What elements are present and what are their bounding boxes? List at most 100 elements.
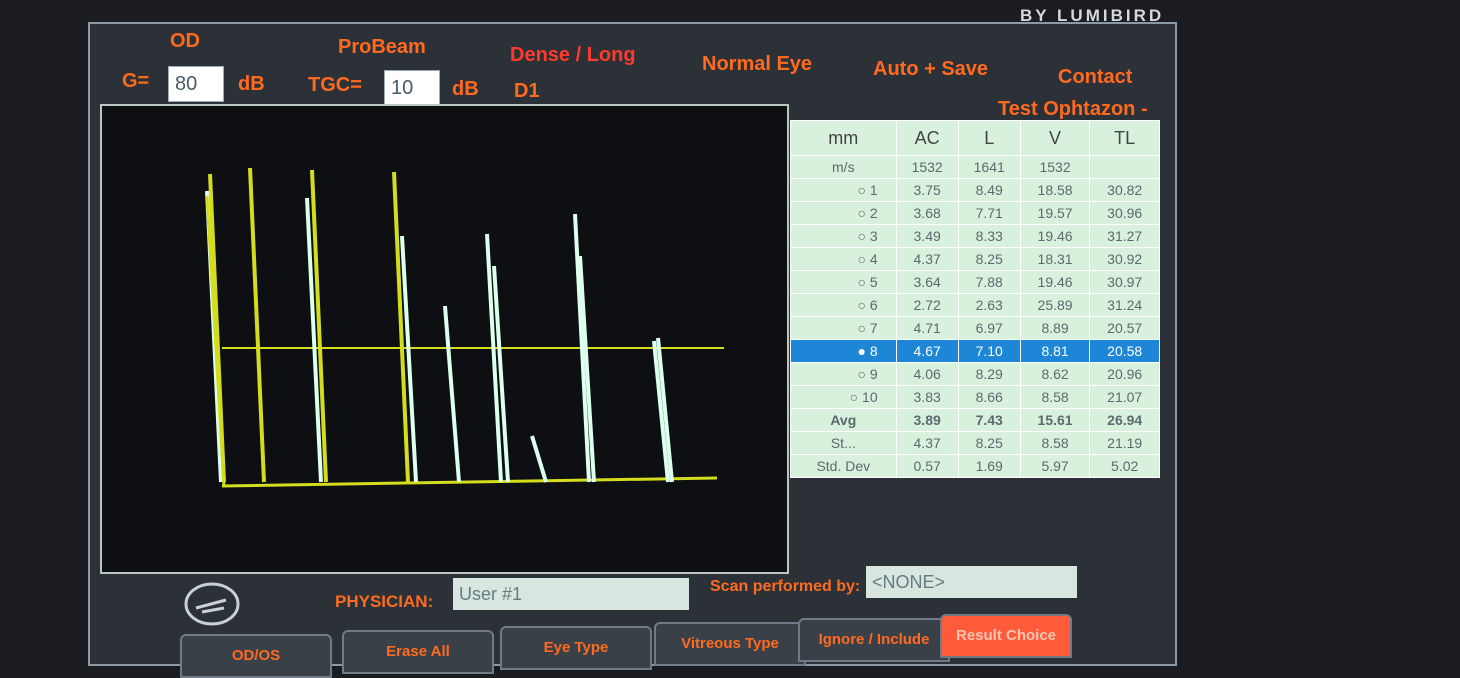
result-row[interactable]: ● 8 4.67 7.10 8.81 20.58 (790, 339, 1160, 363)
cell: 18.31 (1019, 247, 1091, 271)
probe-icon[interactable] (182, 580, 242, 628)
button[interactable]: OD/OS (180, 634, 332, 678)
cell: ○ 1 (790, 178, 897, 202)
cell: ○ 4 (790, 247, 897, 271)
density[interactable]: Dense / Long (510, 44, 636, 66)
result-row[interactable]: ○ 5 3.64 7.88 19.46 30.97 (790, 270, 1160, 294)
cell: 1641 (957, 155, 1021, 179)
cell: 8.58 (1019, 385, 1091, 409)
result-row[interactable]: ○ 10 3.83 8.66 8.58 21.07 (790, 385, 1160, 409)
a-scan (100, 104, 789, 574)
header-row: mm AC L V TL (790, 120, 1160, 156)
cell: 4.06 (895, 362, 959, 386)
cell: 8.29 (957, 362, 1021, 386)
cell: 8.33 (957, 224, 1021, 248)
cell: ○ 9 (790, 362, 897, 386)
cell: 7.71 (957, 201, 1021, 225)
cell: 4.71 (895, 316, 959, 340)
cell: ○ 3 (790, 224, 897, 248)
result-row[interactable]: ○ 2 3.68 7.71 19.57 30.96 (790, 201, 1160, 225)
cell: 3.49 (895, 224, 959, 248)
cell: 30.97 (1089, 270, 1160, 294)
eye-type[interactable]: Normal Eye (702, 53, 813, 75)
cell: 8.49 (957, 178, 1021, 202)
cell: ○ 2 (790, 201, 897, 225)
mode[interactable]: Auto + Save (873, 58, 989, 80)
cell: 8.66 (957, 385, 1021, 409)
cell: 20.57 (1089, 316, 1160, 340)
cell: 26.94 (1089, 408, 1160, 432)
spike (305, 197, 323, 483)
baseline (221, 476, 718, 488)
result-row[interactable]: ○ 6 2.72 2.63 25.89 31.24 (790, 293, 1160, 317)
cell: 15.61 (1019, 408, 1091, 432)
spike (573, 213, 591, 483)
display[interactable]: D1 (514, 80, 540, 102)
cell: ○ 10 (790, 385, 897, 409)
cell: 8.81 (1019, 339, 1091, 363)
gain-input[interactable]: 80 (168, 66, 224, 102)
button[interactable]: Eye Type (500, 626, 652, 670)
cell: 8.62 (1019, 362, 1091, 386)
spike (400, 235, 418, 483)
summary-row: Std. Dev 0.57 1.69 5.97 5.02 (790, 454, 1160, 478)
cell: 4.37 (895, 247, 959, 271)
result-row[interactable]: ○ 4 4.37 8.25 18.31 30.92 (790, 247, 1160, 271)
contact[interactable]: Contact (1058, 66, 1133, 88)
cell: ○ 7 (790, 316, 897, 340)
scan-select[interactable]: <NONE> (866, 566, 1077, 598)
cell: 4.37 (895, 431, 959, 455)
cell: 8.25 (957, 247, 1021, 271)
spike (310, 169, 328, 483)
velocity-row: m/s 1532 1641 1532 (790, 155, 1160, 179)
gain-label: G= (122, 70, 150, 92)
result-row[interactable]: ○ 3 3.49 8.33 19.46 31.27 (790, 224, 1160, 248)
cell: 20.58 (1089, 339, 1160, 363)
summary-row: St... 4.37 8.25 8.58 21.19 (790, 431, 1160, 455)
cell: 5.02 (1089, 454, 1160, 478)
cell: 8.58 (1019, 431, 1091, 455)
spike (443, 305, 461, 483)
cell: m/s (790, 155, 897, 179)
eye[interactable]: OD (170, 30, 200, 52)
physician-select[interactable]: User #1 (453, 578, 689, 610)
page: BY LUMIBIRD OD ProBeam Dense / Long Norm… (88, 6, 1177, 678)
cell: 3.64 (895, 270, 959, 294)
cell: TL (1089, 120, 1160, 156)
result-row[interactable]: ○ 9 4.06 8.29 8.62 20.96 (790, 362, 1160, 386)
cell: ○ 5 (790, 270, 897, 294)
cell: 6.97 (957, 316, 1021, 340)
gain-unit: dB (238, 73, 265, 95)
button[interactable]: Result Choice (940, 614, 1072, 658)
button[interactable]: Vitreous Type (654, 622, 806, 666)
tgc-unit: dB (452, 78, 479, 100)
spike (530, 435, 548, 483)
spike (392, 171, 410, 483)
cell: 20.96 (1089, 362, 1160, 386)
cell: 30.82 (1089, 178, 1160, 202)
spike (656, 337, 674, 483)
summary-row: Avg 3.89 7.43 15.61 26.94 (790, 408, 1160, 432)
button[interactable]: Erase All (342, 630, 494, 674)
result-row[interactable]: ○ 7 4.71 6.97 8.89 20.57 (790, 316, 1160, 340)
physician-label: PHYSICIAN: (335, 592, 434, 611)
tgc-input[interactable]: 10 (384, 70, 440, 106)
cell: 3.89 (895, 408, 959, 432)
cell: V (1019, 120, 1091, 156)
cell: 30.96 (1089, 201, 1160, 225)
spike (485, 233, 503, 483)
cell: Std. Dev (790, 454, 897, 478)
button[interactable]: Ignore / Include (798, 618, 950, 662)
cell: 2.72 (895, 293, 959, 317)
brand: BY LUMIBIRD (1020, 6, 1165, 25)
cell: Avg (790, 408, 897, 432)
cell: 1532 (1019, 155, 1091, 179)
cell: 25.89 (1019, 293, 1091, 317)
cell: 4.67 (895, 339, 959, 363)
cell: 19.46 (1019, 224, 1091, 248)
patient: Test Ophtazon - (998, 98, 1148, 120)
probe[interactable]: ProBeam (338, 36, 426, 58)
result-row[interactable]: ○ 1 3.75 8.49 18.58 30.82 (790, 178, 1160, 202)
tgc-label: TGC= (308, 74, 362, 96)
cell: 8.89 (1019, 316, 1091, 340)
